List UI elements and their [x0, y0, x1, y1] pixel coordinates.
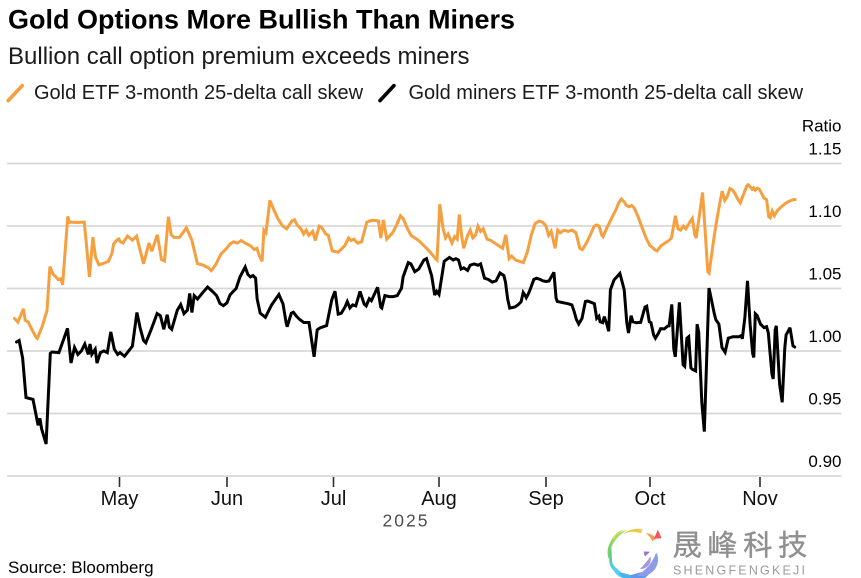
svg-text:0.90: 0.90: [808, 452, 841, 471]
svg-text:Gold ETF 3-month 25-delta call: Gold ETF 3-month 25-delta call skew: [34, 82, 364, 104]
svg-text:0.95: 0.95: [808, 390, 841, 409]
svg-text:2025: 2025: [383, 511, 430, 531]
svg-text:Oct: Oct: [634, 488, 666, 510]
svg-text:Jul: Jul: [321, 488, 347, 510]
svg-text:Source: Bloomberg: Source: Bloomberg: [8, 558, 154, 577]
svg-text:Nov: Nov: [742, 488, 778, 510]
svg-text:Gold miners ETF 3-month 25-del: Gold miners ETF 3-month 25-delta call sk…: [409, 82, 804, 104]
svg-text:Aug: Aug: [421, 488, 457, 510]
svg-text:Sep: Sep: [528, 488, 564, 510]
svg-text:1.05: 1.05: [808, 265, 841, 284]
svg-text:1.00: 1.00: [808, 327, 841, 346]
svg-text:Gold Options More Bullish Than: Gold Options More Bullish Than Miners: [8, 5, 515, 35]
svg-text:Jun: Jun: [211, 488, 243, 510]
svg-text:Ratio: Ratio: [802, 117, 842, 136]
svg-text:May: May: [101, 488, 139, 510]
svg-text:1.15: 1.15: [808, 140, 841, 159]
svg-text:1.10: 1.10: [808, 202, 841, 221]
svg-text:Bullion call option premium ex: Bullion call option premium exceeds mine…: [8, 43, 470, 70]
svg-text:SHENGFENGKEJI: SHENGFENGKEJI: [673, 564, 807, 578]
